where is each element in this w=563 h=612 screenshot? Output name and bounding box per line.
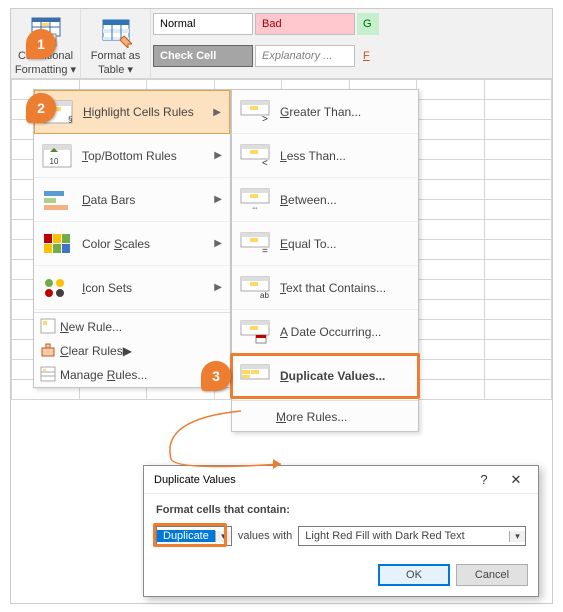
greater-than-icon: > xyxy=(238,98,272,126)
menu-data-bars[interactable]: Data Bars ▶ xyxy=(34,178,230,222)
text-contains-icon: ab xyxy=(238,274,272,302)
fat-label-1: Format as xyxy=(91,50,141,62)
chevron-down-icon: ▾ xyxy=(509,531,525,542)
cell-styles-gallery[interactable]: Normal Bad G Check Cell Explanatory ... … xyxy=(151,9,552,78)
cancel-button[interactable]: Cancel xyxy=(456,564,528,586)
step-badge-1: 1 xyxy=(26,29,56,59)
style-bad[interactable]: Bad xyxy=(255,13,355,35)
clear-rules-icon xyxy=(40,342,60,361)
screenshot-frame: ≠ Conditional Formatting ▾ Format as Tab… xyxy=(10,8,553,604)
menu-separator xyxy=(34,312,230,313)
step-badge-2: 2 xyxy=(26,93,56,123)
cf-label-2: Formatting ▾ xyxy=(15,64,76,76)
values-with-label: values with xyxy=(238,530,292,542)
menu-label: Less Than... xyxy=(272,149,410,163)
close-button[interactable]: ✕ xyxy=(500,472,532,488)
menu-label: Clear Rules xyxy=(60,344,123,358)
less-than-icon: < xyxy=(238,142,272,170)
menu-top-bottom-rules[interactable]: 10 Top/Bottom Rules ▶ xyxy=(34,134,230,178)
menu-label: Color Scales xyxy=(74,237,214,251)
submenu-between[interactable]: ⇔ Between... xyxy=(232,178,418,222)
menu-label: Top/Bottom Rules xyxy=(74,149,214,163)
style-good-partial[interactable]: G xyxy=(357,13,379,35)
menu-label: Equal To... xyxy=(272,237,410,251)
manage-rules-icon xyxy=(40,366,60,385)
top-bottom-icon: 10 xyxy=(40,142,74,170)
format-as-table-icon xyxy=(100,16,132,48)
svg-text:>: > xyxy=(262,114,268,124)
data-bars-icon xyxy=(40,186,74,214)
menu-label: New Rule... xyxy=(60,320,122,334)
conditional-formatting-menu: § Highlight Cells Rules ▶ 10 Top/Bottom … xyxy=(33,89,231,388)
menu-label: Duplicate Values... xyxy=(272,369,410,383)
new-rule-icon xyxy=(40,318,60,337)
chevron-right-icon: ▶ xyxy=(123,344,132,358)
submenu-equal-to[interactable]: = Equal To... xyxy=(232,222,418,266)
menu-label: Text that Contains... xyxy=(272,281,410,295)
help-button[interactable]: ? xyxy=(468,472,500,487)
menu-label: Icon Sets xyxy=(74,281,214,295)
connector-arrow xyxy=(161,409,421,479)
duplicate-values-dialog: Duplicate Values ? ✕ Format cells that c… xyxy=(143,465,539,597)
submenu-duplicate-values[interactable]: Duplicate Values... xyxy=(232,354,418,398)
between-icon: ⇔ xyxy=(238,186,272,214)
combo-value: Light Red Fill with Dark Red Text xyxy=(299,530,509,542)
submenu-text-contains[interactable]: ab Text that Contains... xyxy=(232,266,418,310)
menu-label: Manage Rules... xyxy=(60,368,147,382)
menu-highlight-cells-rules[interactable]: § Highlight Cells Rules ▶ xyxy=(34,90,230,134)
svg-text:<: < xyxy=(262,158,268,168)
menu-label: Highlight Cells Rules xyxy=(75,105,213,119)
highlight-duplicate-combo xyxy=(153,523,227,547)
format-as-table-button[interactable]: Format as Table ▾ xyxy=(81,9,151,78)
menu-label: Data Bars xyxy=(74,193,214,207)
svg-text:ab: ab xyxy=(260,291,269,300)
style-followed-link-partial[interactable]: F xyxy=(357,45,379,67)
icon-sets-icon xyxy=(40,274,74,302)
menu-icon-sets[interactable]: Icon Sets ▶ xyxy=(34,266,230,310)
format-combo[interactable]: Light Red Fill with Dark Red Text ▾ xyxy=(298,526,526,546)
svg-text:10: 10 xyxy=(50,157,59,166)
svg-text:=: = xyxy=(262,246,268,256)
date-occurring-icon xyxy=(238,318,272,346)
menu-label: Between... xyxy=(272,193,410,207)
highlight-cells-submenu: > Greater Than... < Less Than... ⇔ Betwe… xyxy=(231,89,419,432)
chevron-right-icon: ▶ xyxy=(214,150,222,161)
dialog-instruction: Format cells that contain: xyxy=(156,504,526,516)
style-explanatory[interactable]: Explanatory ... xyxy=(255,45,355,67)
chevron-right-icon: ▶ xyxy=(213,107,221,118)
menu-clear-rules[interactable]: Clear Rules ▶ xyxy=(34,339,230,363)
chevron-right-icon: ▶ xyxy=(214,238,222,249)
submenu-less-than[interactable]: < Less Than... xyxy=(232,134,418,178)
fat-label-2: Table ▾ xyxy=(98,64,133,76)
step-badge-3: 3 xyxy=(201,361,231,391)
submenu-greater-than[interactable]: > Greater Than... xyxy=(232,90,418,134)
menu-color-scales[interactable]: Color Scales ▶ xyxy=(34,222,230,266)
submenu-date-occurring[interactable]: A Date Occurring... xyxy=(232,310,418,354)
chevron-right-icon: ▶ xyxy=(214,194,222,205)
menu-label: Greater Than... xyxy=(272,105,410,119)
equal-to-icon: = xyxy=(238,230,272,258)
color-scales-icon xyxy=(40,230,74,258)
menu-label: A Date Occurring... xyxy=(272,325,410,339)
chevron-right-icon: ▶ xyxy=(214,282,222,293)
menu-separator xyxy=(232,400,418,401)
svg-text:§: § xyxy=(68,115,72,124)
ok-button[interactable]: OK xyxy=(378,564,450,586)
svg-text:⇔: ⇔ xyxy=(251,203,259,212)
duplicate-values-icon xyxy=(238,362,272,390)
menu-new-rule[interactable]: New Rule... xyxy=(34,315,230,339)
ribbon-styles-group: ≠ Conditional Formatting ▾ Format as Tab… xyxy=(11,9,552,79)
style-normal[interactable]: Normal xyxy=(153,13,253,35)
style-check-cell[interactable]: Check Cell xyxy=(153,45,253,67)
